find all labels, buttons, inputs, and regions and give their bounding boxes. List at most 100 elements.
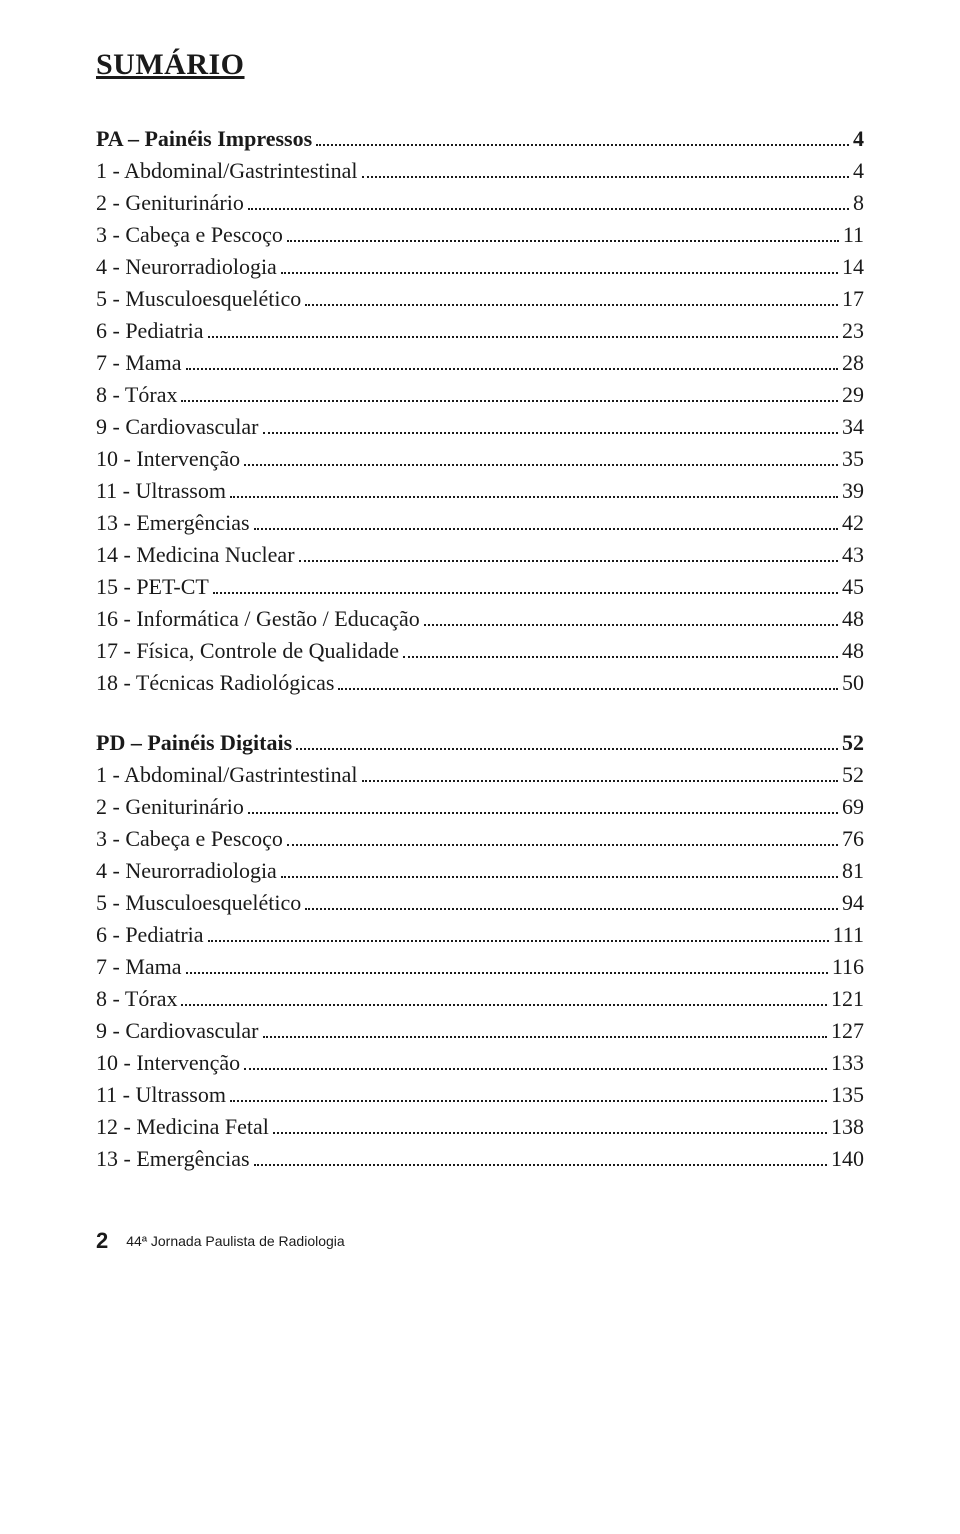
toc-entry: 7 - Mama 28: [96, 350, 864, 376]
toc-leader: [181, 1004, 827, 1006]
toc-entry-label: 8 - Tórax: [96, 382, 177, 408]
toc-entry-label: 15 - PET-CT: [96, 574, 209, 600]
toc-leader: [316, 144, 849, 146]
toc-entry-label: 17 - Física, Controle de Qualidade: [96, 638, 399, 664]
page-footer: 2 44ª Jornada Paulista de Radiologia: [96, 1228, 864, 1254]
toc-entry: 10 - Intervenção133: [96, 1050, 864, 1076]
toc-entry-page: 28: [842, 350, 864, 376]
toc-entry-label: 6 - Pediatria: [96, 922, 204, 948]
toc-entry: 12 - Medicina Fetal 138: [96, 1114, 864, 1140]
toc-leader: [338, 688, 838, 690]
toc-entry-page: 14: [842, 254, 864, 280]
toc-leader: [186, 368, 838, 370]
toc-leader: [248, 812, 838, 814]
toc-section-heading-page: 52: [842, 730, 864, 756]
toc-entry-label: 13 - Emergências: [96, 510, 250, 536]
toc-entry-label: 3 - Cabeça e Pescoço: [96, 222, 283, 248]
toc-entry: 16 - Informática / Gestão / Educação48: [96, 606, 864, 632]
toc-entry: 17 - Física, Controle de Qualidade 48: [96, 638, 864, 664]
toc-entry-page: 50: [842, 670, 864, 696]
toc-entry-label: 11 - Ultrassom: [96, 478, 226, 504]
toc-section-heading-label: PD – Painéis Digitais: [96, 730, 292, 756]
toc-leader: [208, 336, 838, 338]
toc-entry-page: 42: [842, 510, 864, 536]
toc-entry-page: 111: [833, 922, 864, 948]
toc-entry: 2 - Geniturinário 8: [96, 190, 864, 216]
toc-entry-label: 1 - Abdominal/Gastrintestinal: [96, 762, 358, 788]
toc-entry-page: 121: [831, 986, 864, 1012]
toc-leader: [362, 176, 849, 178]
toc-entry-label: 9 - Cardiovascular: [96, 414, 259, 440]
toc-entry-page: 127: [831, 1018, 864, 1044]
toc-entry-label: 4 - Neurorradiologia: [96, 254, 277, 280]
toc-leader: [296, 748, 838, 750]
toc-entry-page: 48: [842, 606, 864, 632]
toc-entry: 9 - Cardiovascular 34: [96, 414, 864, 440]
toc-leader: [248, 208, 849, 210]
toc-leader: [273, 1132, 827, 1134]
toc-leader: [244, 1068, 827, 1070]
toc-section-heading-label: PA – Painéis Impressos: [96, 126, 312, 152]
toc-entry: 5 - Musculoesquelético 94: [96, 890, 864, 916]
toc-leader: [305, 908, 838, 910]
toc-entry-label: 12 - Medicina Fetal: [96, 1114, 269, 1140]
toc-leader: [403, 656, 838, 658]
toc-entry: 9 - Cardiovascular 127: [96, 1018, 864, 1044]
toc-entry: 11 - Ultrassom135: [96, 1082, 864, 1108]
toc-entry-label: 5 - Musculoesquelético: [96, 890, 301, 916]
toc-entry-page: 94: [842, 890, 864, 916]
toc-leader: [287, 844, 838, 846]
toc-section-heading: PA – Painéis Impressos4: [96, 126, 864, 152]
toc-entry-page: 138: [831, 1114, 864, 1140]
toc-leader: [299, 560, 838, 562]
toc-leader: [424, 624, 838, 626]
toc-entry: 15 - PET-CT 45: [96, 574, 864, 600]
toc-entry-label: 18 - Técnicas Radiológicas: [96, 670, 334, 696]
toc-entry-label: 5 - Musculoesquelético: [96, 286, 301, 312]
toc-entry: 4 - Neurorradiologia81: [96, 858, 864, 884]
toc-entry-page: 76: [842, 826, 864, 852]
toc-leader: [230, 496, 838, 498]
toc-entry-label: 14 - Medicina Nuclear: [96, 542, 295, 568]
toc-entry-label: 7 - Mama: [96, 350, 182, 376]
toc-entry-page: 17: [842, 286, 864, 312]
toc-leader: [263, 432, 839, 434]
toc-container: PA – Painéis Impressos4 1 - Abdominal/Gas…: [96, 126, 864, 1172]
page-title: SUMÁRIO: [96, 48, 864, 82]
toc-leader: [362, 780, 838, 782]
toc-entry-label: 9 - Cardiovascular: [96, 1018, 259, 1044]
toc-entry: 4 - Neurorradiologia 14: [96, 254, 864, 280]
toc-leader: [281, 876, 838, 878]
toc-section-heading: PD – Painéis Digitais 52: [96, 730, 864, 756]
toc-entry-page: 48: [842, 638, 864, 664]
toc-entry-page: 34: [842, 414, 864, 440]
toc-entry-page: 35: [842, 446, 864, 472]
toc-entry-page: 11: [843, 222, 864, 248]
toc-entry-label: 1 - Abdominal/Gastrintestinal: [96, 158, 358, 184]
toc-entry-label: 13 - Emergências: [96, 1146, 250, 1172]
toc-leader: [263, 1036, 828, 1038]
toc-entry-label: 10 - Intervenção: [96, 1050, 240, 1076]
toc-entry-page: 39: [842, 478, 864, 504]
toc-entry: 13 - Emergências 42: [96, 510, 864, 536]
toc-entry-label: 8 - Tórax: [96, 986, 177, 1012]
toc-entry-label: 11 - Ultrassom: [96, 1082, 226, 1108]
toc-entry-page: 81: [842, 858, 864, 884]
toc-entry: 10 - Intervenção 35: [96, 446, 864, 472]
toc-entry-page: 45: [842, 574, 864, 600]
toc-leader: [254, 1164, 827, 1166]
toc-entry: 6 - Pediatria23: [96, 318, 864, 344]
toc-entry-page: 23: [842, 318, 864, 344]
toc-entry: 8 - Tórax 121: [96, 986, 864, 1012]
toc-entry-page: 8: [853, 190, 864, 216]
toc-leader: [208, 940, 829, 942]
toc-entry: 1 - Abdominal/Gastrintestinal52: [96, 762, 864, 788]
toc-entry-page: 29: [842, 382, 864, 408]
toc-entry-label: 10 - Intervenção: [96, 446, 240, 472]
toc-entry-label: 2 - Geniturinário: [96, 190, 244, 216]
toc-entry: 7 - Mama116: [96, 954, 864, 980]
toc-entry-label: 7 - Mama: [96, 954, 182, 980]
toc-entry: 3 - Cabeça e Pescoço76: [96, 826, 864, 852]
footer-page-number: 2: [96, 1228, 108, 1254]
toc-entry: 6 - Pediatria 111: [96, 922, 864, 948]
